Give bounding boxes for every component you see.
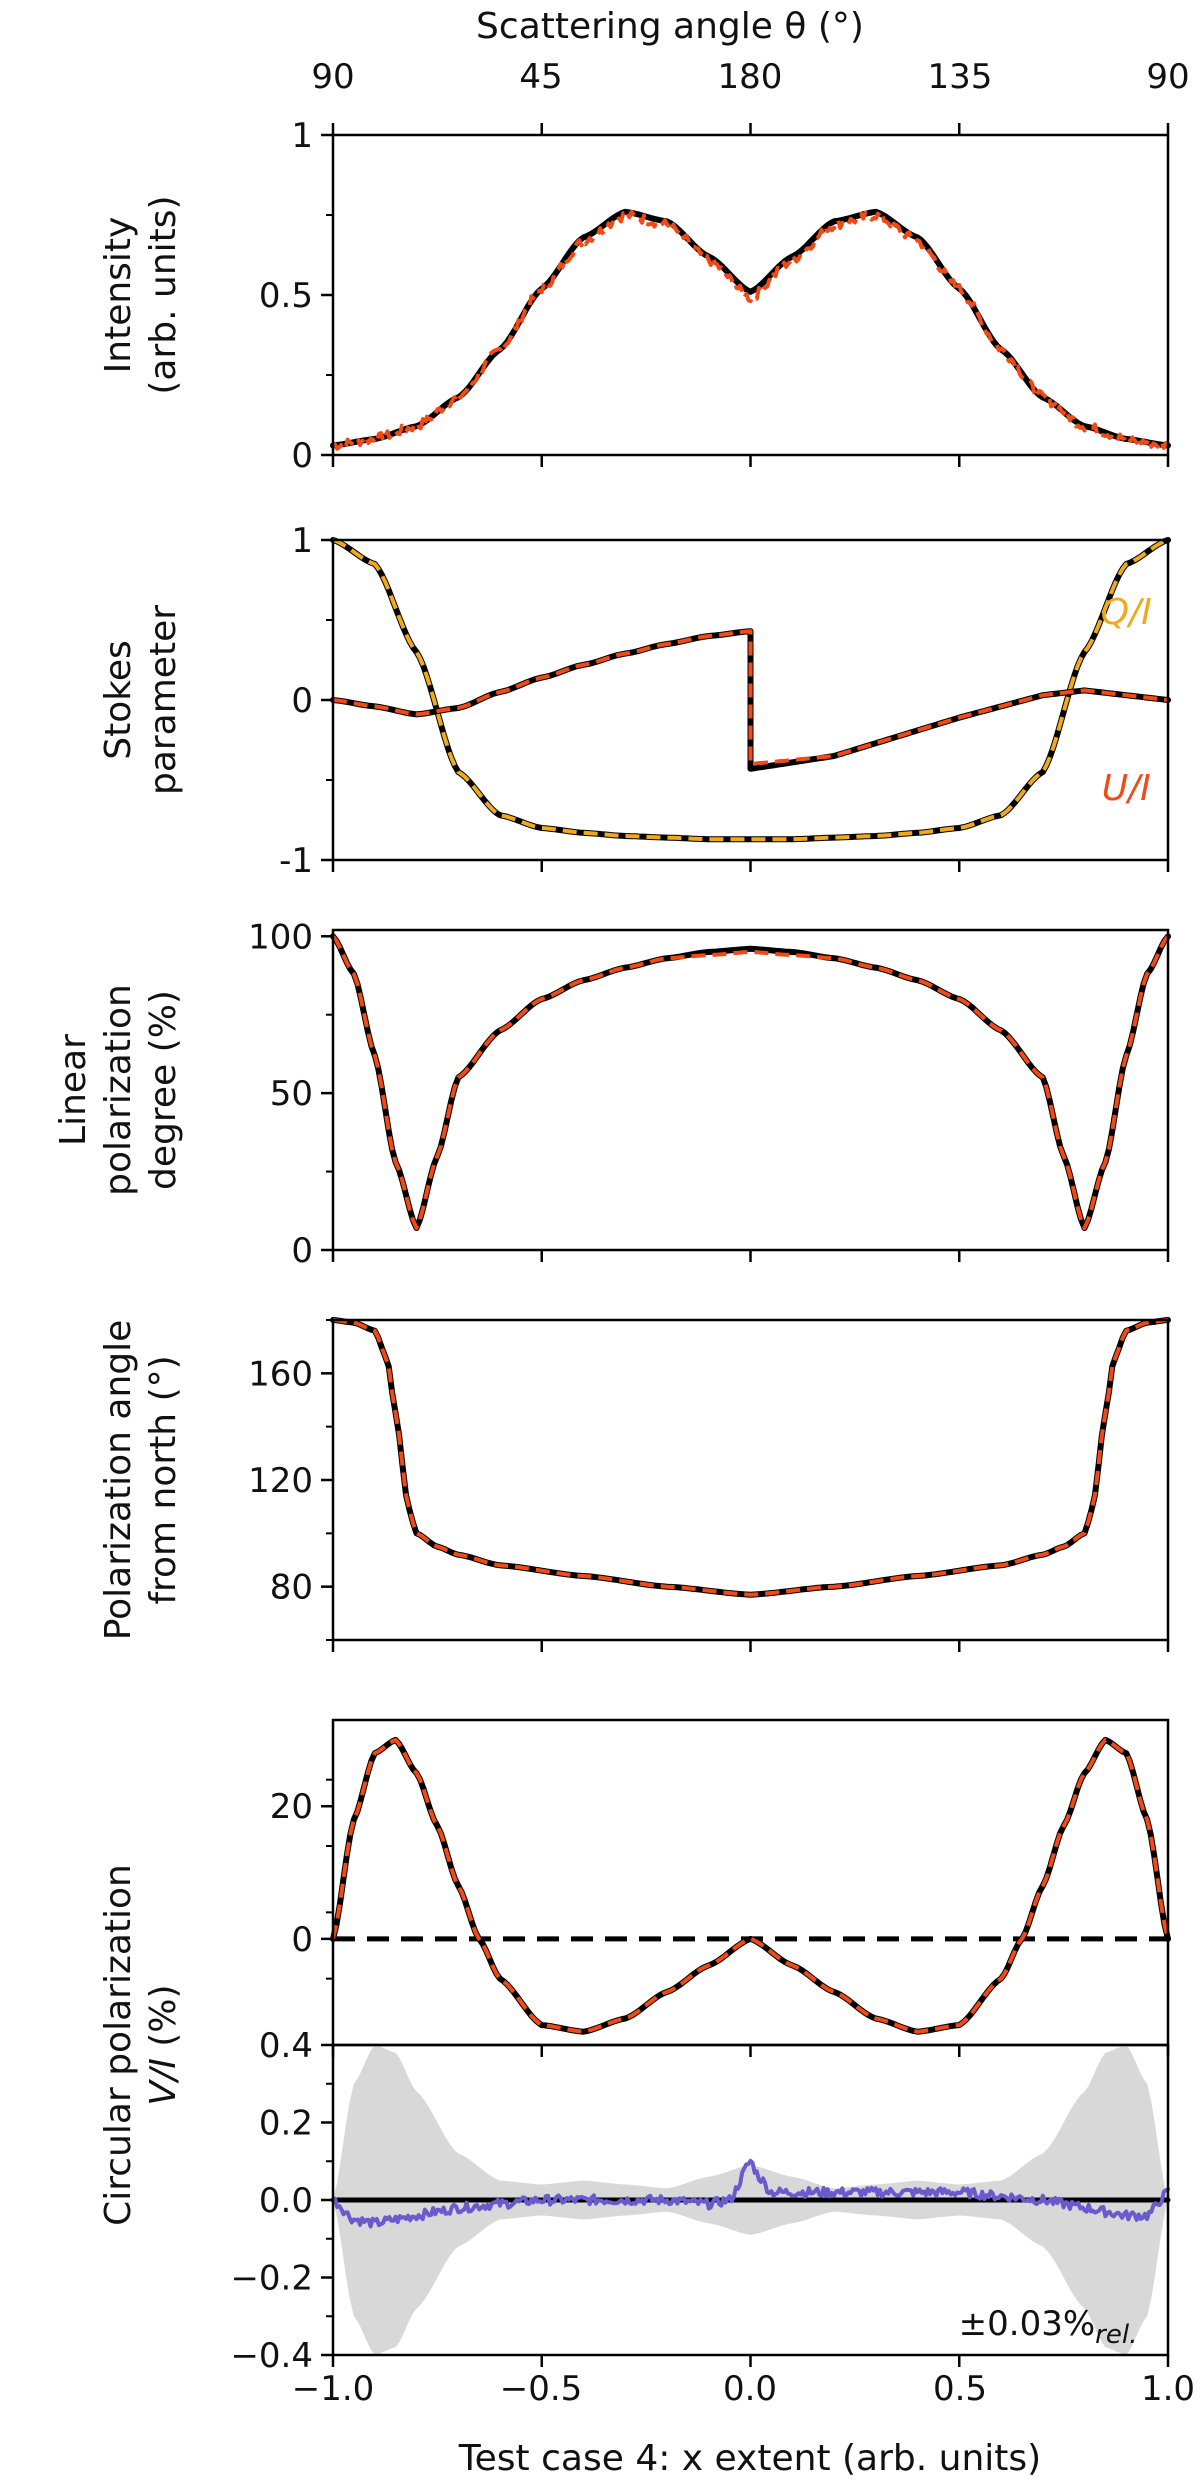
y-tick-label: 0: [291, 681, 313, 721]
panel-intensity: 0 0.5 1 Intensity (arb. units): [98, 116, 1171, 476]
y-tick-label: 0: [291, 436, 313, 476]
series-line-u-i: [332, 629, 1169, 766]
panel-residual: −0.4−0.20.00.20.4±0.03%rel.: [230, 2026, 1171, 2376]
y-tick-label: 1: [291, 116, 313, 156]
y-axis-label: Intensity: [98, 217, 139, 374]
series-line-model: [330, 208, 1171, 449]
series-line-simulation: [331, 1737, 1170, 2034]
y-axis-label: Circular polarization: [98, 1864, 139, 2226]
y-axis-label: Polarization angle: [98, 1320, 139, 1641]
y-tick-label: 1: [291, 521, 313, 561]
bottom-tick-label: 1.0: [1141, 2369, 1195, 2409]
series-line-simulation: [332, 1318, 1169, 1597]
bottom-axis-title: Test case 4: x extent (arb. units): [458, 2438, 1041, 2479]
top-tick-label: 135: [928, 57, 993, 97]
y-tick-label: −0.2: [230, 2259, 313, 2299]
panel-pol_angle: 80 120 160 Polarization angle from north (°): [98, 1317, 1171, 1652]
y-tick-label: -1: [279, 841, 313, 881]
panel-stokes: -1 0 1 Stokes parameter Q/I U/I: [98, 521, 1171, 881]
y-tick-label: 0.0: [259, 2181, 313, 2221]
top-tick-label: 90: [1146, 57, 1189, 97]
plot-frame: [331, 133, 1170, 457]
y-axis-label: degree (%): [143, 990, 184, 1190]
series-label: U/I: [1102, 768, 1151, 809]
series-line-model: [330, 933, 1171, 1231]
y-tick-label: 0: [291, 1231, 313, 1271]
series-line-simulation: [332, 209, 1170, 451]
y-tick-label: 50: [270, 1074, 313, 1114]
bottom-tick-label: 0.5: [933, 2369, 987, 2409]
y-axis-label: polarization: [98, 984, 139, 1196]
y-tick-label: 0.4: [259, 2026, 313, 2066]
y-tick-label: 80: [270, 1568, 313, 1608]
y-axis-label: from north (°): [143, 1355, 184, 1604]
y-tick-label: 100: [248, 917, 313, 957]
plot-frame: [331, 928, 1170, 1252]
bottom-tick-label: 0.0: [723, 2369, 777, 2409]
y-axis-label: (arb. units): [143, 195, 184, 394]
top-tick-label: 180: [718, 57, 783, 97]
top-axis-title: Scattering angle θ (°): [476, 6, 864, 47]
y-axis-label: V/I (%): [143, 1984, 184, 2105]
y-tick-label: 0.5: [259, 276, 313, 316]
y-tick-label: 0: [291, 1920, 313, 1960]
top-tick-label: 45: [519, 57, 562, 97]
bottom-tick-label: −1.0: [292, 2369, 375, 2409]
panel-circular_pol: 0 20 Circular polarization V/I (%): [98, 1718, 1171, 2226]
series-line-q-i-model: [330, 537, 1171, 843]
y-tick-label: −0.4: [230, 2336, 313, 2376]
y-tick-label: 120: [248, 1461, 313, 1501]
y-axis-label: Stokes: [98, 640, 139, 759]
y-axis-label: Linear: [53, 1034, 94, 1146]
series-line-residual: [331, 2158, 1170, 2229]
bottom-tick-label: −0.5: [500, 2369, 583, 2409]
panels-group: 0 0.5 1 Intensity (arb. units) -1 0 1 Stokes para…: [53, 116, 1171, 2376]
top-tick-label: 90: [311, 57, 354, 97]
y-tick-label: 160: [248, 1354, 313, 1394]
panel-linear_pol: 0 50 100 Linear polarization degree (%): [53, 917, 1171, 1271]
series-label: Q/I: [1101, 592, 1152, 633]
y-tick-label: 20: [270, 1787, 313, 1827]
y-tick-label: 0.2: [259, 2104, 313, 2144]
y-axis-label: parameter: [143, 605, 184, 795]
